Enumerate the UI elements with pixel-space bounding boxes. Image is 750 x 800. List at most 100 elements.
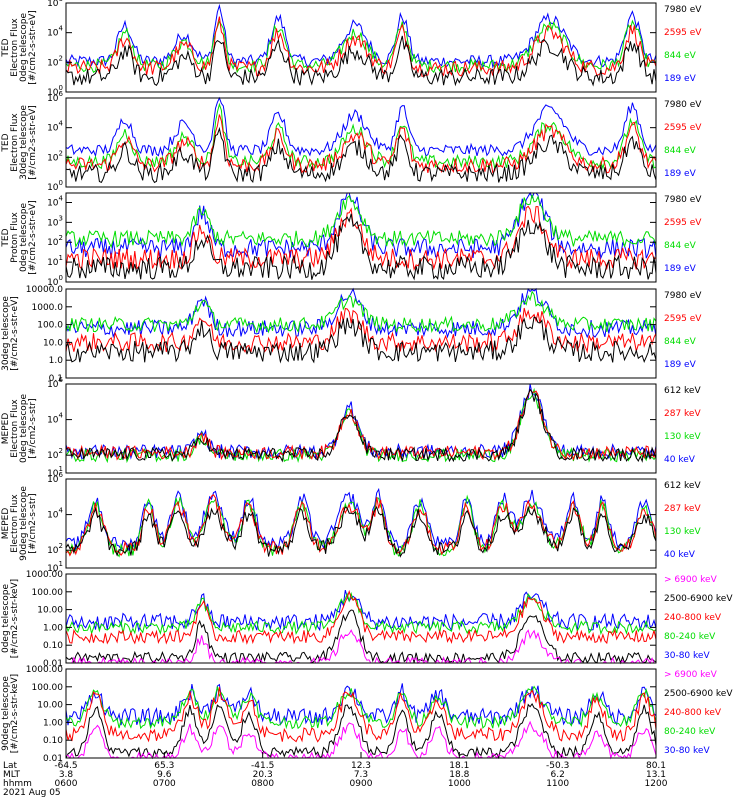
y-tick-label: 1000.0 [32,303,64,313]
y-tick-label: 101 [47,560,63,574]
series-line-2 [65,494,657,557]
legend-entry: 7980 eV [664,195,702,205]
panel-frame [65,573,657,664]
series-line-3 [65,102,657,171]
y-axis-label: Electron Flux [10,494,20,553]
y-tick-label: 1.00 [43,623,63,633]
y-axis-label: TED [1,38,11,57]
y-tick-label: 106 [47,471,63,485]
series-line-4 [65,191,657,260]
panel-frame [65,478,657,569]
y-tick-label: 0.01 [43,754,63,764]
legend-entry: 7980 eV [664,5,702,15]
y-tick-label: 10.00 [37,606,63,616]
y-axis-label: 90deg telescope [1,676,11,751]
x-row-label: MLT [3,770,21,780]
legend-entry: 189 eV [664,169,697,179]
y-axis-label: [#/cm2-s-str-eV] [28,105,38,180]
legend-entry: 80-240 keV [664,727,716,737]
y-tick-label: 100 [47,274,63,288]
y-tick-label: 10000.0 [26,285,63,295]
panel-frame [65,288,657,379]
y-tick-label: 106 [47,90,63,104]
x-tick-label: 12.3 [351,761,371,771]
x-tick-label: 18.8 [449,770,469,780]
x-tick-label: 1000 [448,779,471,789]
y-tick-label: 104 [47,194,63,208]
legend-entry: 30-80 keV [664,651,710,661]
y-tick-label: 101 [47,254,63,268]
series-line-2 [65,609,657,665]
x-tick-label: 13.1 [646,770,666,780]
legend-entry: 40 keV [664,550,696,560]
y-axis-label: MEPED [1,508,11,540]
x-tick-label: 3.8 [59,770,74,780]
legend-entry: 240-800 keV [664,613,722,623]
y-tick-label: 0.10 [43,736,63,746]
series-line-5 [65,589,657,633]
series-line-2 [65,16,657,77]
y-axis-label: MEPED [1,413,11,445]
x-tick-label: -64.5 [54,761,77,771]
legend-entry: 2500-6900 keV [664,594,733,604]
y-tick-label: 100 [47,84,63,98]
legend-entry: > 6900 keV [664,575,718,585]
x-tick-label: 65.3 [154,761,174,771]
y-axis-label: [#/cm2-s-str-keV] [10,579,20,658]
x-axis: Lat -64.5 65.3 -41.5 12.3 18.1 -50.3 80.1 MLT 3.8… [3,752,668,798]
legend-entry: 189 eV [664,264,697,274]
y-axis-label: 0deg telescope [19,394,29,464]
legend-entry: 2595 eV [664,123,702,133]
y-tick-label: 10.0 [43,338,63,348]
x-tick-label: 0900 [350,779,373,789]
series-line-3 [65,194,657,249]
y-tick-label: 0.10 [43,641,63,651]
y-axis-label: TED [1,228,11,247]
y-axis-label: 0deg telescope [19,203,29,273]
legend-entry: 287 keV [664,504,701,514]
panel-5: 101 102 104 106 MEPED Electron Flux 0deg teles… [1,376,701,479]
legend-entry: 2500-6900 keV [664,689,733,699]
series-line-1 [65,505,657,558]
y-tick-label: 100.00 [32,588,64,598]
x-tick-label: 0700 [153,779,176,789]
y-axis-label: [#/cm2-s-str-eV] [28,10,38,85]
legend-entry: 240-800 keV [664,708,722,718]
legend-entry: 2595 eV [664,314,702,324]
y-axis-label: [#/cm2-s-str-keV] [10,674,20,753]
panel-6: 101 102 104 106 MEPED Electron Flux 90deg tele… [1,471,701,574]
legend-entry: > 6900 keV [664,670,718,680]
y-axis-label: Electron Flux [10,113,20,172]
y-axis-label: [#/cm2-s-str] [28,398,38,458]
x-tick-label: 18.1 [449,761,469,771]
y-axis-label: TED [1,133,11,152]
panel-3: 100 101 102 103 104 TED Proton Flux 0deg telesc… [1,191,702,288]
y-axis-label: Electron Flux [10,399,20,458]
y-tick-label: 102 [47,542,63,556]
y-axis-label: Electron Flux [10,18,20,77]
panel-frame [65,2,657,93]
legend-entry: 844 eV [664,146,697,156]
y-tick-label: 0.01 [43,659,63,669]
y-axis-label: 30deg telescope [19,105,29,180]
y-tick-label: 106 [47,0,63,9]
y-axis-label: [#/cm2-s-str-eV] [28,200,38,275]
panel-2: 100 102 104 106 TED Electron Flux 30deg telesc… [1,90,702,193]
y-axis-label: 30deg telescope [1,296,11,371]
series-line-4 [65,383,657,461]
legend-entry: 844 eV [664,241,697,251]
y-tick-label: 100 [47,179,63,193]
y-tick-label: 1000.00 [26,665,63,675]
y-tick-label: 104 [47,507,63,521]
x-tick-label: 0600 [55,779,78,789]
y-tick-label: 10.00 [37,701,63,711]
legend-entry: 844 eV [664,337,697,347]
series-line-3 [65,589,657,645]
legend-entry: 189 eV [664,360,697,370]
x-tick-label: 80.1 [646,761,666,771]
series-line-1 [65,388,657,463]
panel-frame [65,97,657,188]
